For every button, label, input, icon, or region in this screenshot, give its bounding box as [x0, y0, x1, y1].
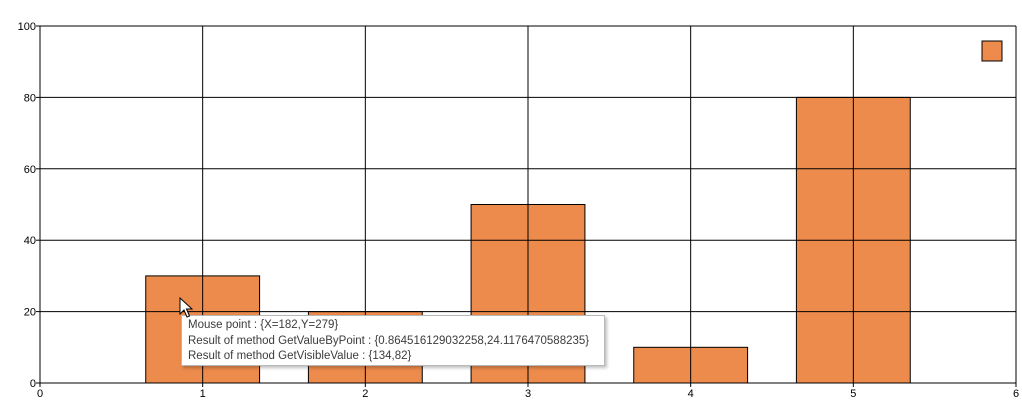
y-tick-label: 80 — [24, 92, 36, 104]
tooltip-line-value-by-point: Result of method GetValueByPoint : {0.86… — [188, 334, 590, 347]
x-tick-label: 6 — [1013, 388, 1019, 400]
x-tick-label: 1 — [200, 388, 206, 400]
y-tick-label: 20 — [24, 307, 36, 319]
y-tick-label: 40 — [24, 235, 36, 247]
x-tick-label: 4 — [688, 388, 694, 400]
value-tooltip: Mouse point : {X=182,Y=279} Result of me… — [181, 315, 605, 366]
legend-swatch — [981, 40, 1003, 62]
x-tick-label: 2 — [362, 388, 368, 400]
x-tick-label: 0 — [37, 388, 43, 400]
y-tick-label: 0 — [30, 378, 36, 390]
y-tick-label: 100 — [18, 21, 36, 33]
y-tick-label: 60 — [24, 164, 36, 176]
x-tick-label: 3 — [525, 388, 531, 400]
x-tick-label: 5 — [850, 388, 856, 400]
tooltip-line-mouse-point: Mouse point : {X=182,Y=279} — [188, 319, 339, 331]
arrow-cursor-icon — [179, 297, 193, 318]
tooltip-line-visible-value: Result of method GetVisibleValue : {134,… — [188, 350, 412, 362]
